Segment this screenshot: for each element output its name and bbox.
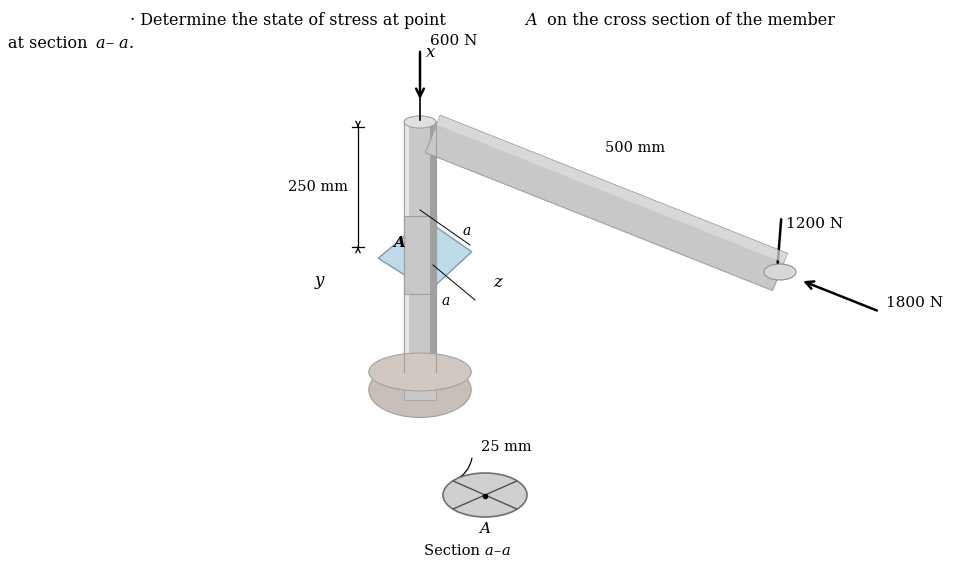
Bar — [404, 216, 436, 294]
Text: · Determine the state of stress at point: · Determine the state of stress at point — [130, 12, 451, 29]
Ellipse shape — [368, 362, 471, 418]
Text: 500 mm: 500 mm — [604, 141, 665, 155]
Ellipse shape — [404, 116, 436, 128]
Polygon shape — [425, 115, 787, 291]
Bar — [404, 372, 436, 400]
Text: y: y — [315, 272, 324, 289]
Bar — [429, 122, 436, 372]
Text: x: x — [426, 44, 435, 61]
Text: at section: at section — [8, 35, 93, 52]
Text: A: A — [480, 522, 490, 536]
Text: A: A — [525, 12, 537, 29]
Text: A: A — [393, 236, 405, 250]
Ellipse shape — [443, 473, 527, 517]
Bar — [404, 122, 409, 372]
Text: –: – — [493, 544, 500, 558]
Text: 1200 N: 1200 N — [786, 218, 843, 231]
Text: a: a — [485, 544, 494, 558]
Text: –: – — [105, 35, 113, 52]
Text: a: a — [442, 294, 451, 308]
Ellipse shape — [764, 264, 796, 280]
Ellipse shape — [368, 353, 471, 391]
Text: a: a — [118, 35, 128, 52]
Text: on the cross section of the member: on the cross section of the member — [542, 12, 835, 29]
Bar — [429, 216, 436, 294]
Text: .: . — [128, 35, 133, 52]
Text: 600 N: 600 N — [430, 34, 478, 48]
Text: z: z — [493, 274, 502, 291]
Polygon shape — [436, 115, 787, 263]
Text: 1800 N: 1800 N — [887, 295, 944, 309]
Text: a: a — [502, 544, 511, 558]
Text: Section: Section — [425, 544, 485, 558]
Text: 25 mm: 25 mm — [481, 440, 532, 454]
Polygon shape — [378, 219, 472, 291]
Text: 250 mm: 250 mm — [288, 180, 348, 194]
Bar — [404, 122, 436, 372]
Text: a: a — [95, 35, 104, 52]
Text: a: a — [463, 224, 471, 238]
